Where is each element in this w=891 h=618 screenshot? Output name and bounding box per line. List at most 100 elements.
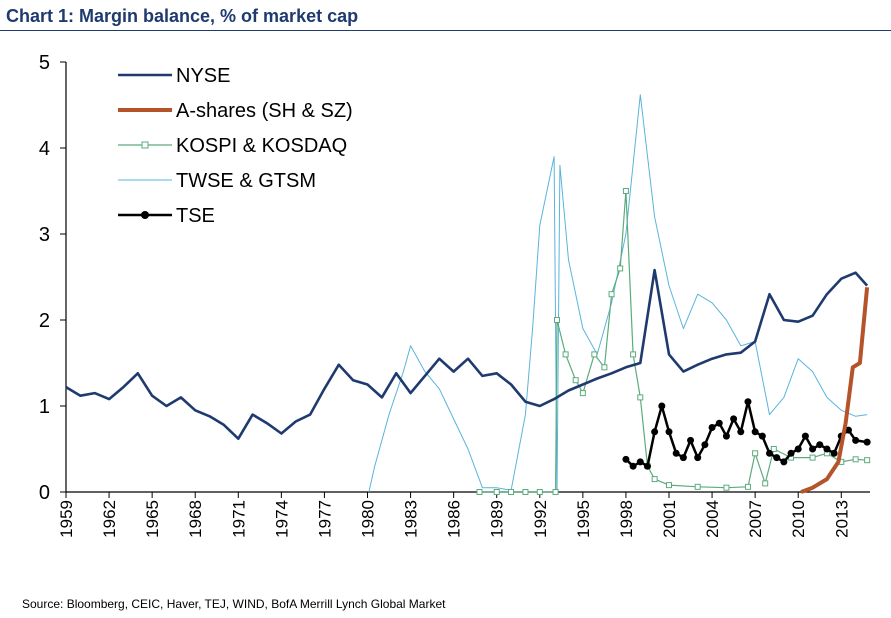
legend-label-nyse: NYSE bbox=[176, 65, 230, 87]
series-point-kospi-kosdaq bbox=[852, 456, 859, 463]
legend-label-a-shares-sh-sz: A-shares (SH & SZ) bbox=[176, 100, 353, 122]
series-point-tse bbox=[744, 398, 752, 406]
series-point-tse bbox=[730, 415, 738, 423]
x-tick-label: 2013 bbox=[832, 500, 851, 538]
series-point-kospi-kosdaq bbox=[637, 394, 644, 401]
x-tick-label: 1968 bbox=[186, 500, 205, 538]
title-underline bbox=[0, 30, 891, 31]
series-point-kospi-kosdaq bbox=[630, 351, 637, 358]
series-line-tse bbox=[625, 400, 868, 468]
series-point-kospi-kosdaq bbox=[744, 483, 751, 490]
legend: NYSE A-shares (SH & SZ) KOSPI & KOSDAQ TWSE… bbox=[118, 65, 353, 227]
series-point-kospi-kosdaq bbox=[770, 446, 777, 452]
series-point-kospi-kosdaq bbox=[617, 265, 624, 272]
series-point-kospi-kosdaq bbox=[562, 351, 569, 358]
legend-label-kospi-kosdaq: KOSPI & KOSDAQ bbox=[176, 135, 347, 157]
series-point-tse bbox=[715, 419, 723, 427]
series-point-tse bbox=[794, 445, 802, 453]
series-point-tse bbox=[844, 426, 852, 434]
series-point-tse bbox=[766, 449, 773, 457]
y-tick-label: 1 bbox=[39, 396, 50, 418]
y-tick-label: 5 bbox=[39, 52, 50, 74]
series-point-kospi-kosdaq bbox=[762, 480, 769, 487]
series-point-kospi-kosdaq bbox=[536, 489, 543, 495]
x-tick-label: 1989 bbox=[488, 500, 507, 538]
series-point-tse bbox=[636, 458, 644, 466]
series-line-a-shares-sh-sz bbox=[800, 287, 870, 494]
series-point-kospi-kosdaq bbox=[809, 454, 816, 461]
y-tick-label: 4 bbox=[39, 138, 50, 160]
series-point-tse bbox=[701, 441, 709, 449]
series-point-tse bbox=[751, 428, 759, 436]
series-point-tse bbox=[643, 462, 651, 470]
series-point-tse bbox=[801, 432, 809, 440]
x-tick-label: 2001 bbox=[660, 500, 679, 538]
series-point-kospi-kosdaq bbox=[579, 390, 586, 397]
series-point-kospi-kosdaq bbox=[552, 489, 559, 495]
series-point-kospi-kosdaq bbox=[522, 489, 529, 495]
series-point-tse bbox=[679, 454, 687, 462]
series-point-tse bbox=[816, 441, 824, 449]
series-point-kospi-kosdaq bbox=[666, 482, 672, 489]
axes: 0 1 2 3 4 5 1959 1962 1965 1968 1971 1974 1977 1980 19… bbox=[39, 52, 870, 538]
x-tick-label: 2010 bbox=[789, 500, 808, 538]
series-layer bbox=[65, 94, 871, 495]
legend-label-twse-gtsm: TWSE & GTSM bbox=[176, 170, 316, 192]
y-tick-label: 3 bbox=[39, 224, 50, 246]
x-tick-label: 1962 bbox=[100, 500, 119, 538]
series-point-tse bbox=[665, 428, 673, 436]
series-point-tse bbox=[737, 428, 745, 436]
chart-title: Chart 1: Margin balance, % of market cap bbox=[6, 6, 359, 26]
x-tick-label: 1974 bbox=[272, 500, 291, 538]
x-tick-label: 1971 bbox=[229, 500, 248, 538]
series-point-tse bbox=[758, 432, 766, 440]
chart-canvas: 0 1 2 3 4 5 1959 1962 1965 1968 1971 1974 1977 1980 19… bbox=[39, 52, 871, 538]
source-note: Source: Bloomberg, CEIC, Haver, TEJ, WIN… bbox=[22, 597, 446, 611]
x-tick-label: 1980 bbox=[359, 500, 378, 538]
series-point-kospi-kosdaq bbox=[651, 476, 658, 483]
series-point-kospi-kosdaq bbox=[493, 489, 500, 495]
series-point-kospi-kosdaq bbox=[864, 457, 871, 464]
series-point-tse bbox=[622, 455, 630, 463]
series-point-tse bbox=[823, 445, 831, 453]
x-tick-label: 1977 bbox=[315, 500, 334, 538]
series-line-twse-gtsm bbox=[368, 94, 868, 493]
x-tick-label: 1995 bbox=[574, 500, 593, 538]
series-point-kospi-kosdaq bbox=[508, 489, 515, 495]
series-point-kospi-kosdaq bbox=[694, 483, 701, 490]
y-tick-label: 2 bbox=[39, 310, 50, 332]
series-point-kospi-kosdaq bbox=[476, 489, 483, 495]
series-point-kospi-kosdaq bbox=[591, 351, 598, 358]
x-tick-label: 1965 bbox=[143, 500, 162, 538]
legend-marker-kospi-kosdaq bbox=[141, 141, 149, 149]
series-point-tse bbox=[780, 458, 788, 466]
series-point-kospi-kosdaq bbox=[723, 484, 730, 491]
x-tick-label: 1983 bbox=[402, 500, 421, 538]
x-tick-label: 2007 bbox=[746, 500, 765, 538]
series-point-tse bbox=[787, 449, 795, 457]
series-point-tse bbox=[687, 436, 695, 444]
x-tick-label: 1992 bbox=[531, 500, 550, 538]
series-point-tse bbox=[830, 449, 838, 457]
x-tick-label: 1998 bbox=[617, 500, 636, 538]
series-point-kospi-kosdaq bbox=[622, 188, 629, 194]
series-point-kospi-kosdaq bbox=[601, 364, 608, 371]
series-point-tse bbox=[629, 462, 637, 470]
x-tick-label: 2004 bbox=[703, 500, 722, 538]
series-point-tse bbox=[809, 445, 817, 453]
series-point-tse bbox=[708, 424, 716, 431]
series-line-nyse bbox=[65, 268, 869, 440]
series-point-kospi-kosdaq bbox=[554, 317, 561, 323]
series-point-tse bbox=[863, 438, 871, 446]
series-point-tse bbox=[722, 432, 730, 440]
series-point-tse bbox=[658, 402, 666, 410]
series-point-kospi-kosdaq bbox=[752, 450, 759, 457]
x-tick-label: 1986 bbox=[445, 500, 464, 538]
series-point-tse bbox=[852, 436, 860, 444]
y-tick-label: 0 bbox=[39, 482, 50, 504]
series-point-tse bbox=[694, 454, 702, 462]
series-point-tse bbox=[651, 428, 659, 436]
series-point-kospi-kosdaq bbox=[608, 291, 615, 298]
legend-label-tse: TSE bbox=[176, 205, 215, 227]
series-point-tse bbox=[773, 454, 781, 462]
